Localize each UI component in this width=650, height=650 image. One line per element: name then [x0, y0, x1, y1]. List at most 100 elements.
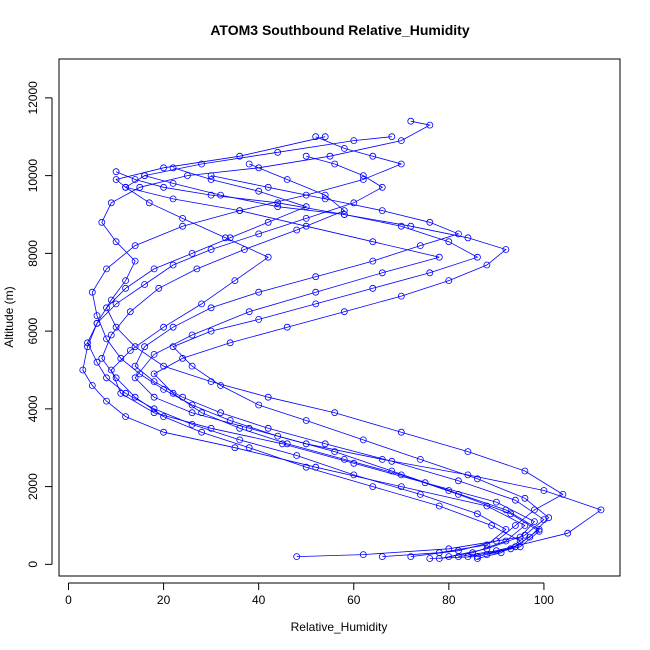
data-point	[312, 133, 320, 141]
data-point	[198, 300, 206, 308]
data-point	[564, 529, 572, 537]
data-point	[236, 207, 244, 215]
data-point	[112, 238, 120, 246]
data-point	[283, 323, 291, 331]
data-point	[107, 199, 115, 207]
data-point	[150, 370, 158, 378]
data-point	[169, 195, 177, 203]
data-point	[160, 183, 168, 191]
data-point	[397, 471, 405, 479]
data-point	[397, 160, 405, 168]
data-point	[492, 498, 500, 506]
data-point	[321, 191, 329, 199]
data-point	[93, 312, 101, 320]
data-point	[464, 234, 472, 242]
series-6	[84, 152, 510, 560]
data-point	[416, 455, 424, 463]
data-point	[226, 417, 234, 424]
data-point	[188, 401, 196, 409]
data-point	[407, 222, 415, 230]
data-point	[388, 457, 396, 465]
data-point	[397, 137, 405, 145]
data-point	[473, 475, 481, 483]
data-point	[150, 265, 158, 273]
data-point	[378, 207, 386, 215]
series-line	[134, 175, 545, 557]
data-point	[217, 382, 225, 389]
data-point	[331, 409, 339, 417]
data-point	[179, 222, 187, 230]
data-point	[103, 265, 110, 273]
data-point	[207, 246, 215, 253]
data-point	[359, 172, 367, 180]
x-tick-label: 20	[157, 593, 171, 607]
data-point	[160, 323, 168, 331]
y-tick-label: 12000	[26, 81, 40, 115]
data-point	[150, 350, 158, 358]
data-point	[117, 389, 125, 397]
data-point	[169, 261, 177, 269]
data-point	[416, 242, 424, 250]
data-point	[473, 555, 481, 562]
data-point	[236, 424, 244, 432]
data-point	[126, 308, 134, 316]
data-point	[88, 382, 96, 389]
data-point	[302, 152, 310, 160]
data-point	[188, 409, 196, 417]
data-point	[131, 393, 139, 401]
data-point	[516, 537, 524, 545]
y-tick-label: 8000	[26, 240, 40, 267]
data-point	[207, 176, 215, 183]
data-point	[255, 164, 263, 172]
data-point	[169, 164, 177, 172]
data-point	[492, 537, 500, 545]
data-point	[326, 152, 334, 160]
data-point	[274, 199, 282, 207]
data-point	[454, 547, 462, 555]
data-point	[240, 246, 248, 253]
data-point	[264, 424, 272, 432]
data-point	[207, 172, 215, 180]
data-point	[217, 191, 225, 199]
data-point	[141, 172, 149, 180]
data-point	[112, 168, 120, 176]
data-point	[454, 490, 462, 498]
data-point	[274, 203, 282, 211]
data-point	[359, 436, 367, 444]
data-point	[221, 234, 229, 242]
data-point	[540, 487, 548, 494]
data-point	[198, 409, 206, 417]
data-point	[426, 121, 434, 129]
data-point	[483, 261, 491, 269]
data-point	[397, 483, 405, 491]
data-point	[226, 234, 234, 242]
x-tick-label: 80	[442, 593, 456, 607]
data-point	[378, 269, 386, 277]
data-point	[264, 218, 272, 226]
data-point	[302, 214, 310, 222]
series-line	[115, 136, 602, 557]
data-point	[407, 553, 415, 560]
series-10	[131, 172, 548, 560]
data-point	[507, 510, 515, 518]
chart-title: ATOM3 Southbound Relative_Humidity	[210, 22, 469, 38]
x-axis: 0 20 40 60 80 100	[65, 582, 554, 607]
data-point	[350, 199, 358, 207]
data-point	[359, 551, 367, 558]
y-axis: 0 2000 4000 6000 8000 10000 12000	[26, 81, 53, 568]
data-point	[264, 183, 272, 191]
data-point	[369, 483, 377, 491]
data-point	[188, 249, 196, 257]
data-point	[198, 160, 206, 168]
data-point	[131, 362, 139, 370]
data-point	[193, 265, 201, 273]
series-line	[101, 163, 522, 559]
data-point	[378, 553, 386, 560]
data-point	[535, 527, 543, 535]
data-point	[540, 516, 548, 523]
series-3	[112, 133, 605, 560]
data-point	[388, 133, 396, 141]
data-point	[397, 428, 405, 436]
x-axis-label: Relative_Humidity	[291, 620, 388, 634]
